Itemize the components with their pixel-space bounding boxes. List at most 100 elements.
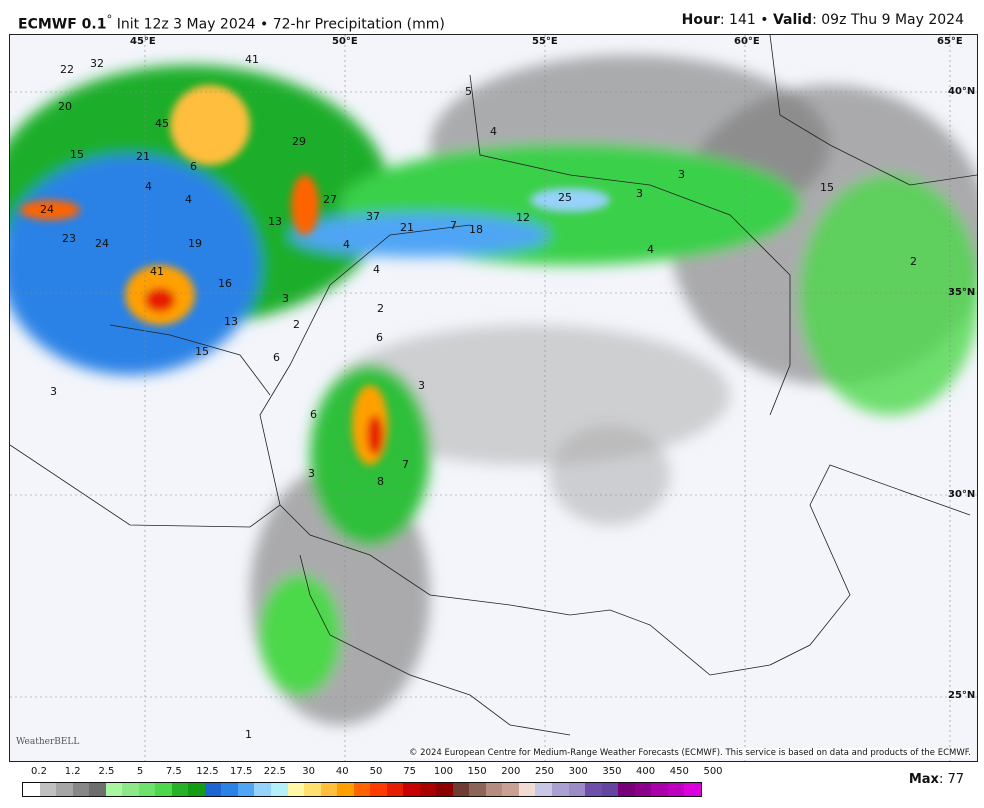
precipitation-map[interactable]: 45°E 50°E 55°E 60°E 65°E 40°N 35°N 30°N … [9,34,978,762]
precip-value-label: 24 [40,203,54,216]
legend-swatch [320,783,338,796]
model-name: ECMWF 0.1 [18,16,107,33]
legend-swatch [105,783,123,796]
lon-label: 50°E [332,36,358,47]
legend-tick-label: 2.5 [98,766,115,777]
separator: • [260,16,269,33]
legend-swatch [469,783,486,796]
legend-tick-label: 450 [669,766,689,777]
precip-value-label: 15 [70,148,84,161]
legend-swatch [552,783,569,796]
precip-value-label: 3 [50,385,57,398]
precip-value-label: 3 [308,467,315,480]
legend-swatch [485,783,503,796]
precip-value-label: 20 [58,100,72,113]
precip-value-label: 4 [145,180,152,193]
precip-value-label: 5 [465,85,472,98]
precip-value-label: 13 [224,315,238,328]
precip-value-label: 2 [293,318,300,331]
legend-swatch [270,783,288,796]
precip-value-label: 27 [323,193,337,206]
legend-tick-label: 75 [403,766,417,777]
legend-swatch [452,783,470,796]
legend-swatch [204,783,222,796]
legend-ticks: 0.2 1.2 2.5 5 7.5 12.5 17.5 22.5 30 40 50 75 100 150 2… [22,766,723,780]
precip-value-label: 2 [910,255,917,268]
legend-swatch [39,783,57,796]
precip-value-label: 32 [90,57,104,70]
legend-tick-label: 22.5 [263,766,287,777]
precip-value-label: 45 [155,117,169,130]
separator: • [760,12,769,28]
precip-value-label: 15 [195,345,209,358]
legend-swatch [370,783,387,796]
legend-swatch [337,783,354,796]
precip-value-label: 37 [366,210,380,223]
init-time: Init 12z 3 May 2024 [116,16,256,33]
precip-value-label: 22 [60,63,74,76]
color-legend: 0.2 1.2 2.5 5 7.5 12.5 17.5 22.5 30 40 50 75 100 150 2… [22,766,723,797]
legend-swatch [601,783,619,796]
legend-tick-label: 30 [302,766,315,777]
precip-value-label: 21 [136,150,150,163]
precip-value-label: 41 [150,265,164,278]
legend-tick-label: 500 [703,766,723,777]
map-title: ECMWF 0.1° Init 12z 3 May 2024 • 72-hr P… [18,12,445,33]
precip-value-label: 6 [273,351,280,364]
precip-shading [10,55,977,725]
lat-label: 40°N [948,86,976,97]
precip-value-label: 4 [373,263,380,276]
legend-tick-label: 200 [501,766,521,777]
legend-swatch [23,783,40,796]
legend-swatch [684,783,701,796]
legend-tick-label: 400 [636,766,656,777]
legend-tick-label: 40 [335,766,349,777]
lat-label: 30°N [948,489,976,500]
legend-tick-label: 12.5 [196,766,219,777]
precip-value-label: 18 [469,223,483,236]
precip-value-label: 6 [376,331,383,344]
legend-tick-label: 5 [136,766,144,777]
weatherbell-logo: WeatherBELL [16,737,80,747]
precip-value-label: 21 [400,221,414,234]
legend-tick-label: 150 [467,766,487,777]
legend-tick-label: 50 [369,766,383,777]
precip-value-label: 3 [678,168,685,181]
legend-swatch [585,783,602,796]
precip-value-label: 12 [516,211,530,224]
legend-tick-label: 300 [568,766,588,777]
precip-value-label: 13 [268,215,282,228]
lon-label: 65°E [937,36,963,47]
valid-time-info: Hour: 141 • Valid: 09z Thu 9 May 2024 [681,12,964,28]
degree-symbol: ° [106,12,113,26]
legend-swatch [155,783,172,796]
precip-value-label: 2 [377,302,384,315]
legend-swatch [651,783,668,796]
precip-value-label: 15 [820,181,834,194]
precip-value-label: 16 [218,277,232,290]
legend-swatch [221,783,238,796]
legend-swatch [188,783,205,796]
legend-swatch [618,783,635,796]
legend-tick-label: 100 [433,766,453,777]
legend-swatch [518,783,536,796]
legend-swatch [535,783,552,796]
legend-swatch [634,783,652,796]
product-name: 72-hr Precipitation (mm) [272,16,445,33]
lon-label: 55°E [532,36,558,47]
legend-tick-label: 350 [602,766,622,777]
precip-value-label: 8 [377,475,384,488]
precip-value-label: 19 [188,237,202,250]
valid-label: Valid [772,12,813,28]
precip-value-label: 4 [185,193,192,206]
borders-coastlines [10,35,977,736]
legend-swatch [287,783,305,796]
lon-label: 45°E [130,36,156,47]
hour-value: 141 [729,12,756,28]
legend-swatch [304,783,321,796]
precip-value-label: 3 [636,187,643,200]
precip-value-label: 7 [402,458,409,471]
legend-swatch [56,783,73,796]
precip-value-label: 23 [62,232,76,245]
legend-tick-label: 0.2 [31,766,47,777]
